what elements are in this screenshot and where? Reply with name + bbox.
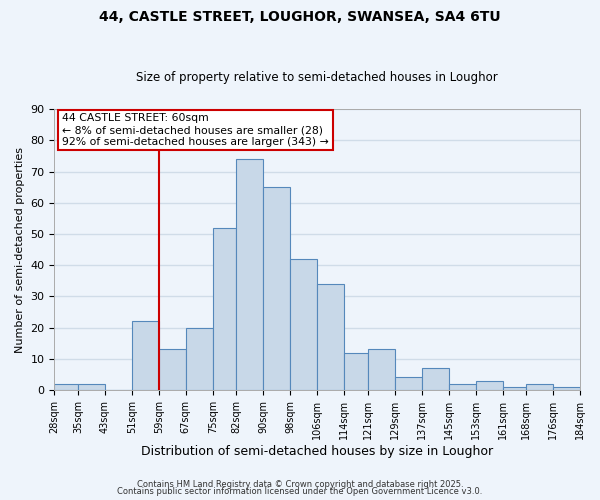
Bar bbox=[213, 228, 236, 390]
Text: Contains public sector information licensed under the Open Government Licence v3: Contains public sector information licen… bbox=[118, 487, 482, 496]
Bar bbox=[186, 328, 213, 390]
Bar bbox=[503, 387, 526, 390]
Bar bbox=[132, 322, 159, 390]
Bar bbox=[55, 384, 78, 390]
Bar bbox=[553, 387, 580, 390]
Text: Contains HM Land Registry data © Crown copyright and database right 2025.: Contains HM Land Registry data © Crown c… bbox=[137, 480, 463, 489]
Bar bbox=[290, 259, 317, 390]
Y-axis label: Number of semi-detached properties: Number of semi-detached properties bbox=[15, 146, 25, 352]
Text: 44 CASTLE STREET: 60sqm
← 8% of semi-detached houses are smaller (28)
92% of sem: 44 CASTLE STREET: 60sqm ← 8% of semi-det… bbox=[62, 114, 329, 146]
Bar bbox=[449, 384, 476, 390]
Bar bbox=[236, 159, 263, 390]
Bar bbox=[422, 368, 449, 390]
Bar bbox=[395, 378, 422, 390]
Bar bbox=[159, 350, 186, 390]
Bar bbox=[526, 384, 553, 390]
X-axis label: Distribution of semi-detached houses by size in Loughor: Distribution of semi-detached houses by … bbox=[141, 444, 493, 458]
Bar bbox=[263, 187, 290, 390]
Bar bbox=[476, 380, 503, 390]
Bar bbox=[78, 384, 105, 390]
Bar bbox=[344, 352, 368, 390]
Title: Size of property relative to semi-detached houses in Loughor: Size of property relative to semi-detach… bbox=[136, 72, 498, 85]
Bar bbox=[317, 284, 344, 390]
Bar bbox=[368, 350, 395, 390]
Text: 44, CASTLE STREET, LOUGHOR, SWANSEA, SA4 6TU: 44, CASTLE STREET, LOUGHOR, SWANSEA, SA4… bbox=[99, 10, 501, 24]
